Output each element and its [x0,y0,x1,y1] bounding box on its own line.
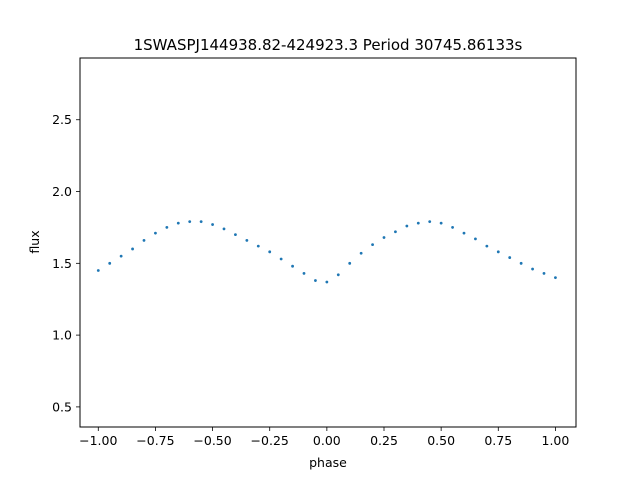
data-point [508,256,512,259]
data-point [428,220,432,224]
data-point [474,237,477,241]
x-tick-label: 0.00 [313,433,341,448]
data-point [336,273,340,277]
data-point [462,231,466,235]
x-tick-label: −0.75 [136,433,174,448]
data-point [451,226,454,229]
data-point [394,230,397,234]
data-point [119,254,123,258]
y-tick-label: 2.5 [52,112,72,127]
x-axis-label: phase [309,455,347,470]
data-point [165,226,169,229]
x-axis: −1.00 −0.75 −0.50 −0.25 0.00 0.25 0.50 0.75 1.00 [79,427,569,448]
data-point [96,269,100,272]
y-tick-label: 1.5 [52,256,72,271]
data-point [291,264,294,268]
x-tick-label: −0.25 [251,433,289,448]
data-point [314,279,317,282]
data-point [279,257,283,261]
data-point [142,238,146,242]
data-point [188,220,192,224]
data-point [199,220,203,224]
data-point [256,244,260,248]
data-point [542,271,546,275]
data-point [519,261,523,265]
data-point [554,276,557,280]
y-tick-label: 0.5 [52,399,72,414]
y-tick-label: 1.0 [52,328,72,343]
data-point [348,261,352,265]
data-point [176,221,180,225]
data-point [234,233,237,237]
y-tick-label: 2.0 [52,184,72,199]
data-point [531,267,534,271]
data-point [496,250,500,254]
chart-title: 1SWASPJ144938.82-424923.3 Period 30745.8… [134,36,523,54]
x-tick-label: 1.00 [542,433,570,448]
data-point [359,251,363,255]
x-tick-label: 0.25 [370,433,398,448]
data-point [268,250,272,254]
x-tick-label: −1.00 [79,433,117,448]
x-tick-label: 0.75 [484,433,512,448]
data-point [439,221,443,225]
data-point [302,271,306,275]
data-point [405,224,409,228]
data-point [382,236,386,239]
data-points [96,220,557,284]
data-point [485,244,489,248]
plot-frame [79,57,577,428]
data-point [416,221,420,225]
data-point [371,243,374,247]
data-point [108,261,112,265]
data-point [131,247,134,251]
data-point [245,238,249,242]
data-point [154,231,157,235]
x-tick-label: −0.50 [193,433,231,448]
data-point [222,227,226,231]
data-point [211,223,214,226]
x-tick-label: 0.50 [427,433,455,448]
data-point [325,280,329,284]
y-axis-label: flux [27,230,42,253]
y-axis: 0.5 1.0 1.5 2.0 2.5 [52,112,80,414]
